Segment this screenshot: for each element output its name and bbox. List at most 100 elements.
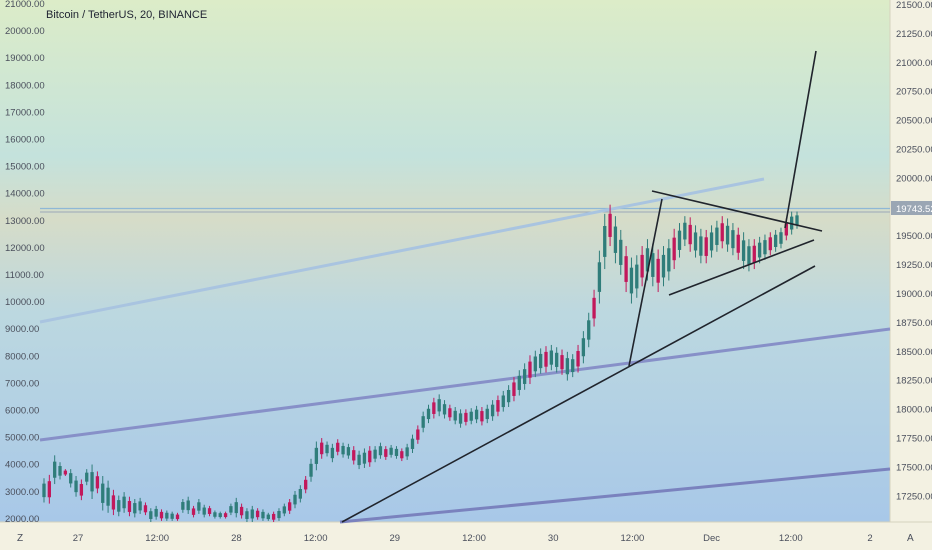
- candle-body: [608, 213, 612, 237]
- left-tick-label: 18000.00: [5, 80, 45, 91]
- candle-body: [677, 230, 682, 250]
- candle-body: [613, 226, 618, 253]
- bottom-axis-background: [0, 522, 932, 550]
- right-axis-background: [890, 0, 932, 522]
- candle-body: [528, 361, 532, 378]
- left-tick-label: 10000.00: [5, 297, 45, 308]
- candle-body: [352, 450, 356, 461]
- right-tick-label: 20500.00: [896, 116, 932, 127]
- pattern-drawings: [341, 50, 823, 523]
- candle-body: [170, 513, 174, 519]
- candle-body: [325, 444, 329, 454]
- right-tick-label: 19500.00: [896, 231, 932, 242]
- bottom-right-label[interactable]: A: [907, 533, 914, 544]
- candle-body: [154, 508, 158, 517]
- candle-body: [368, 450, 372, 463]
- candle-body: [266, 514, 270, 520]
- right-tick-label: 21500.00: [896, 0, 932, 11]
- right-tick-label: 21250.00: [896, 29, 932, 40]
- right-tick-label: 18500.00: [896, 347, 932, 358]
- candle-body: [58, 466, 62, 476]
- candle-body: [592, 297, 596, 319]
- candle-body: [314, 447, 319, 464]
- pennant-upper-line: [651, 190, 823, 232]
- candle-body: [309, 463, 313, 477]
- candle-body: [165, 512, 169, 519]
- candle-body: [683, 222, 687, 240]
- candle-body: [597, 262, 602, 292]
- candle-body: [533, 356, 537, 372]
- candle-body: [191, 508, 196, 515]
- candle-body: [490, 404, 495, 417]
- x-tick-label: 29: [390, 533, 401, 544]
- candle-body: [539, 353, 543, 369]
- right-tick-label: 17250.00: [896, 491, 932, 502]
- right-axis-ticks: 21500.00 21250.00 21000.00 20750.00 20500.00…: [896, 0, 932, 502]
- candle-body: [218, 513, 222, 518]
- candle-body: [704, 237, 708, 256]
- candle-body: [571, 359, 575, 373]
- candle-body: [149, 511, 153, 519]
- candle-body: [442, 404, 447, 415]
- candle-body: [320, 442, 324, 455]
- candle-body: [474, 409, 479, 420]
- candle-body: [672, 237, 676, 261]
- candle-body: [245, 511, 249, 519]
- candle-body: [784, 223, 788, 236]
- candle-body: [410, 438, 415, 449]
- candle-body: [362, 452, 367, 464]
- candle-body: [261, 511, 265, 519]
- candle-body: [282, 506, 286, 514]
- candle-body: [453, 410, 457, 421]
- candle-body: [731, 230, 735, 249]
- candle-body: [117, 500, 121, 512]
- candle-body: [389, 447, 393, 455]
- candle-body: [186, 500, 190, 511]
- left-tick-label: 6000.00: [5, 406, 39, 417]
- candle-body: [298, 489, 302, 499]
- left-tick-label: 13000.00: [5, 216, 45, 227]
- candle-body: [688, 224, 692, 245]
- plot-background: [0, 0, 890, 522]
- candle-body: [127, 501, 132, 512]
- candle-body: [501, 395, 505, 408]
- bottom-left-label[interactable]: Z: [17, 533, 23, 544]
- candle-body: [133, 503, 137, 514]
- candle-body: [207, 508, 212, 514]
- candle-body: [277, 510, 281, 519]
- right-tick-label: 18250.00: [896, 376, 932, 387]
- x-tick-label: 27: [73, 533, 84, 544]
- left-tick-label: 15000.00: [5, 162, 45, 173]
- candle-body: [651, 253, 655, 277]
- candle-body: [517, 375, 521, 390]
- candle-body: [432, 402, 436, 414]
- candle-body: [725, 225, 730, 245]
- candle-body: [202, 507, 206, 515]
- candle-body: [288, 502, 292, 511]
- candle-body: [223, 513, 228, 518]
- flagpole-line: [628, 198, 663, 367]
- left-tick-label: 8000.00: [5, 351, 39, 362]
- candle-body: [416, 429, 420, 440]
- candle-body: [720, 223, 724, 242]
- right-tick-label: 17750.00: [896, 434, 932, 445]
- x-tick-label: 28: [231, 533, 242, 544]
- breakout-projection-line: [784, 50, 817, 229]
- left-tick-label: 5000.00: [5, 433, 39, 444]
- right-tick-label: 19250.00: [896, 260, 932, 271]
- candle-body: [175, 514, 180, 520]
- left-tick-label: 16000.00: [5, 135, 45, 146]
- candle-body: [69, 473, 73, 484]
- candle-body: [763, 240, 767, 255]
- candle-body: [629, 267, 634, 294]
- left-tick-label: 20000.00: [5, 26, 45, 37]
- x-tick-label: 30: [548, 533, 559, 544]
- candle-body: [458, 413, 463, 424]
- x-tick-label: 12:00: [145, 533, 169, 544]
- candle-body: [250, 509, 254, 519]
- candle-body: [293, 494, 297, 505]
- left-tick-label: 21000.00: [5, 0, 45, 10]
- candle-body: [448, 408, 452, 418]
- candle-body: [400, 451, 404, 459]
